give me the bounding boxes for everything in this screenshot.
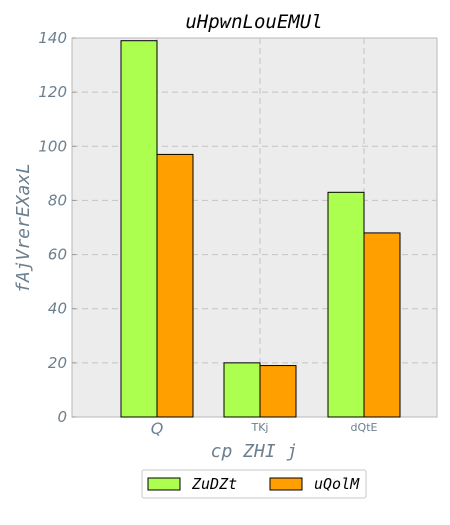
y-tick-label: 120 (38, 83, 67, 101)
x-tick-label: TKj (251, 421, 269, 434)
x-tick-label: dQtE (351, 421, 378, 434)
chart-title: uHpwnLouEMUl (185, 11, 322, 33)
bar-zudzt-q (120, 40, 158, 418)
y-tick-label: 100 (38, 137, 67, 155)
y-axis-ticks: 0 20 40 60 80 100 120 140 (38, 29, 76, 426)
legend-label-zudzt: ZuDZt (191, 475, 237, 493)
bar-zudzt-dqte (327, 191, 365, 418)
bar-zudzt-tkj (223, 362, 261, 418)
y-tick-label: 140 (38, 29, 67, 47)
legend-swatch-uqolm (269, 477, 303, 491)
bars (120, 40, 401, 418)
y-tick-label: 60 (48, 246, 67, 264)
y-tick-label: 0 (57, 408, 67, 426)
y-axis-label: fAjVrerEXaxL (13, 163, 34, 293)
bar-uqolm-q (156, 153, 194, 418)
y-tick-label: 80 (48, 191, 67, 209)
y-tick-label: 40 (48, 300, 67, 318)
x-axis-ticks: Q TKj dQtE (151, 419, 378, 438)
legend-label-uqolm: uQolM (314, 475, 360, 493)
y-tick-label: 20 (48, 354, 67, 372)
x-axis-label: cp ZHI j (211, 441, 298, 462)
bar-uqolm-dqte (363, 232, 401, 418)
bar-uqolm-tkj (259, 365, 297, 418)
legend-box (141, 469, 367, 499)
x-tick-label: Q (151, 419, 164, 438)
legend-swatch-zudzt (147, 477, 181, 491)
legend: ZuDZt uQolM (141, 469, 367, 499)
